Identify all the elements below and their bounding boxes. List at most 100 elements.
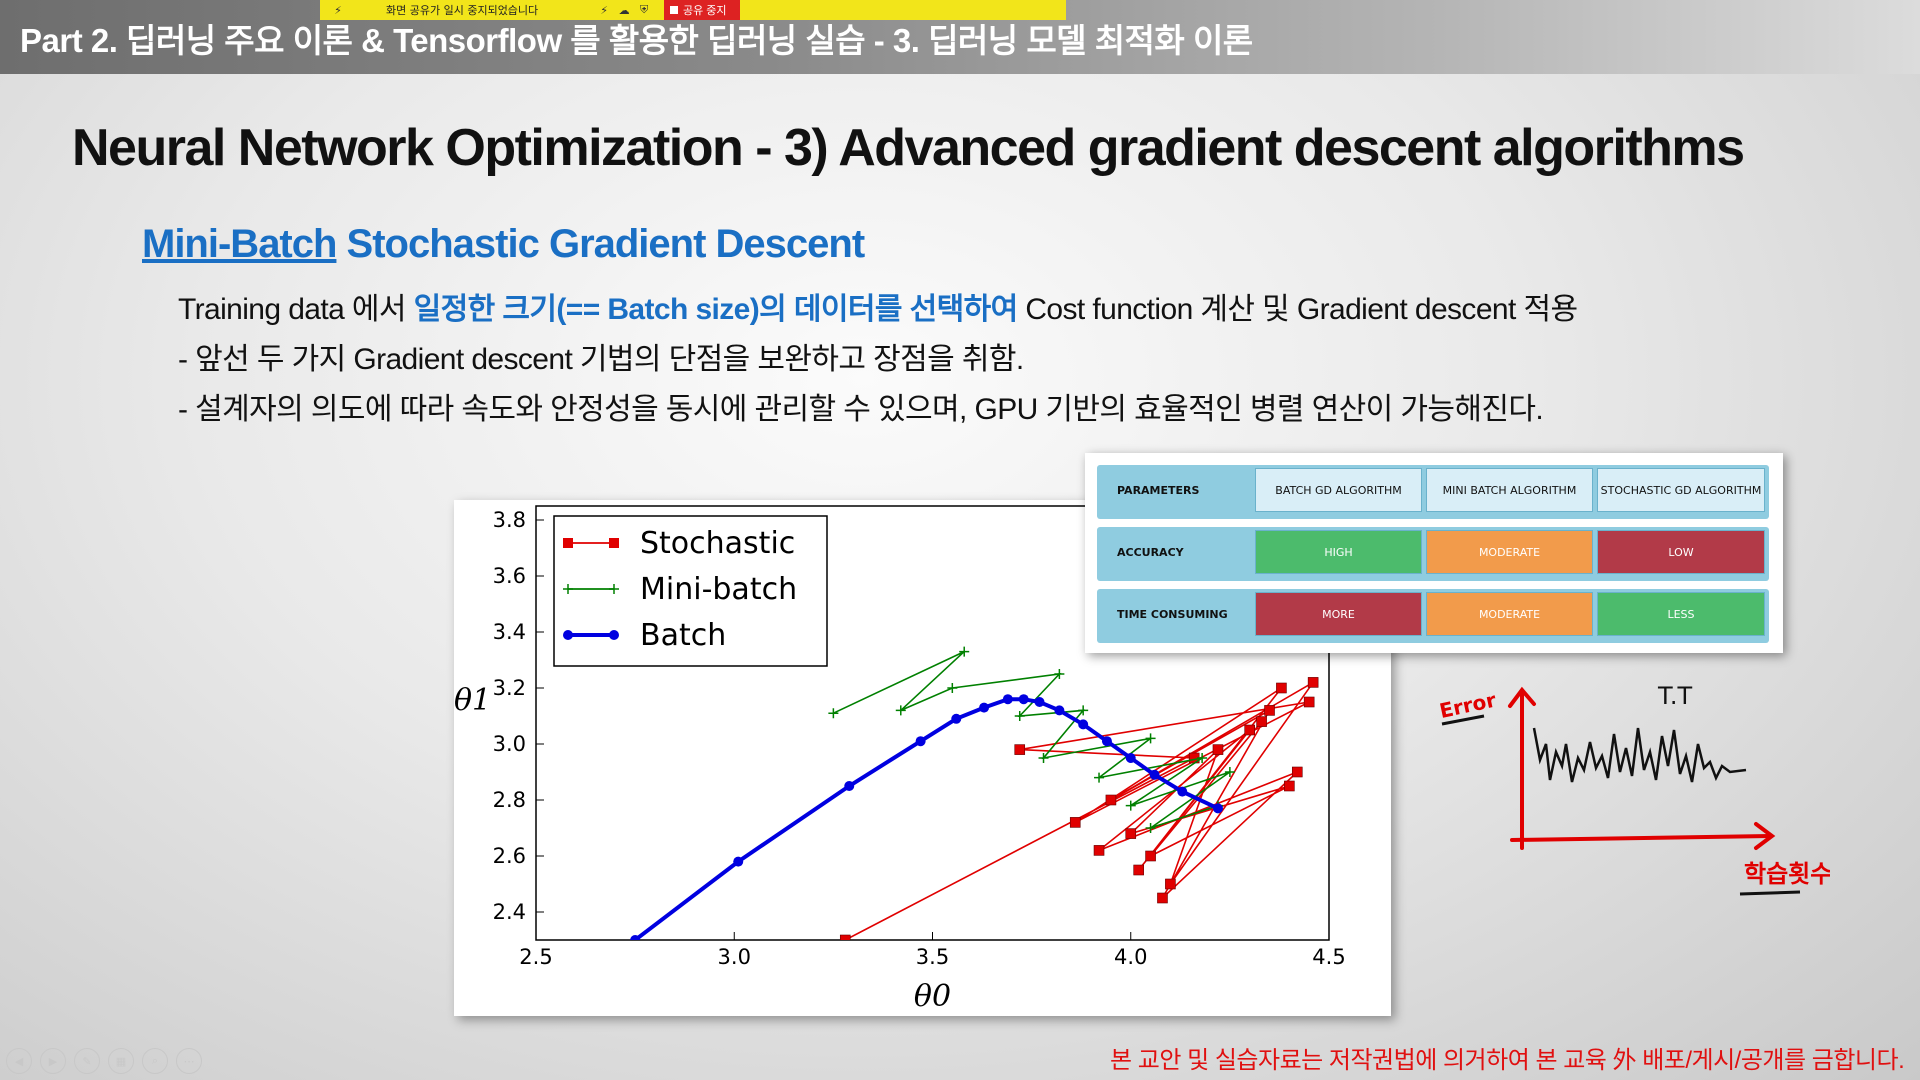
stochastic-point [1157, 892, 1168, 904]
table-value-cell: MODERATE [1426, 530, 1593, 574]
handwritten-annotation: Error T.T 학습횟수 [1437, 682, 1830, 896]
stop-share-button[interactable]: 공유 중지 [664, 0, 740, 20]
legend-marker [563, 584, 573, 594]
batch-point [1212, 803, 1223, 814]
pen-icon[interactable]: ✎ [74, 1048, 100, 1074]
x-tick-label: 2.5 [519, 945, 552, 969]
stochastic-point [1014, 744, 1026, 755]
batch-point [630, 935, 641, 940]
series-line-batch [633, 697, 1219, 940]
y-axis-label: θ1 [454, 683, 491, 718]
next-icon[interactable]: ▶ [40, 1048, 66, 1074]
annotation-y-arrow [1508, 686, 1536, 708]
batch-point [1125, 753, 1136, 763]
y-tick-label: 3.6 [493, 564, 526, 588]
pause-icon[interactable]: ⚡ [334, 3, 342, 17]
y-tick-label: 3.0 [493, 732, 526, 756]
x-tick-label: 3.5 [916, 945, 949, 969]
table-header-cell: BATCH GD ALGORITHM [1255, 468, 1422, 512]
legend-marker [609, 584, 619, 594]
annotation-x-underline [1739, 890, 1801, 896]
table-value-cell: HIGH [1255, 530, 1422, 574]
stochastic-point [1105, 794, 1117, 806]
minibatch-point [1145, 823, 1156, 833]
legend-marker [609, 538, 619, 548]
y-tick-label: 3.2 [493, 676, 526, 700]
section-title-underlined[interactable]: Mini-Batch [142, 222, 337, 266]
table-header-cell: MINI BATCH ALGORITHM [1426, 468, 1593, 512]
minibatch-point [828, 708, 839, 719]
legend-label: Stochastic [640, 526, 795, 561]
stochastic-point [1284, 780, 1295, 792]
table-value-cell: MODERATE [1426, 592, 1593, 636]
batch-point [979, 702, 990, 713]
batch-point [844, 781, 855, 791]
batch-point [1177, 786, 1188, 797]
stochastic-point [1307, 677, 1319, 688]
annotation-x-axis [1510, 834, 1772, 842]
stochastic-point [1244, 724, 1256, 736]
minibatch-point [1078, 705, 1089, 716]
body-line-2: - 앞선 두 가지 Gradient descent 기법의 단점을 보완하고 … [178, 343, 1024, 376]
legend-marker [609, 630, 619, 640]
stochastic-point [1093, 845, 1105, 856]
shield-icon[interactable]: ⛨ [640, 3, 649, 16]
minibatch-point [947, 683, 958, 693]
stochastic-point [1125, 828, 1137, 839]
stochastic-point [1303, 696, 1315, 708]
minibatch-point [1054, 669, 1065, 679]
line1-text-b: Cost function 계산 및 Gradient descent 적용 [1017, 293, 1578, 326]
minibatch-point [895, 705, 906, 716]
stochastic-point [1133, 864, 1144, 876]
zoom-icon[interactable]: ⌕ [142, 1048, 168, 1074]
stochastic-point [1165, 878, 1176, 890]
stochastic-point [1145, 850, 1156, 862]
batch-point [951, 713, 962, 724]
annotation-error-underline [1441, 714, 1485, 726]
minibatch-point [1038, 753, 1049, 763]
annotation-top-label: T.T [1657, 682, 1692, 710]
audio-icon[interactable]: ⚡ [600, 3, 609, 17]
minibatch-point [1125, 800, 1136, 811]
stop-share-label: 공유 중지 [683, 5, 727, 17]
batch-point [1002, 694, 1013, 705]
batch-point [1078, 719, 1089, 730]
series-line-stochastic [844, 681, 1314, 940]
x-tick-label: 3.0 [718, 945, 751, 969]
minibatch-point [1145, 733, 1156, 744]
section-title: Mini-Batch Stochastic Gradient Descent [142, 222, 865, 267]
presentation-controls: ◀ ▶ ✎ ▦ ⌕ ⋯ [6, 1048, 202, 1074]
legend-box [553, 515, 828, 667]
minibatch-point [1224, 767, 1235, 777]
stochastic-point [839, 934, 851, 940]
stochastic-point [1069, 817, 1081, 828]
more-icon[interactable]: ⋯ [176, 1048, 202, 1074]
table-row-label: TIME CONSUMING [1117, 607, 1228, 621]
x-axis-label: θ0 [914, 979, 951, 1014]
prev-icon[interactable]: ◀ [6, 1048, 32, 1074]
table-header-label: PARAMETERS [1117, 483, 1200, 497]
x-tick-label: 4.5 [1312, 945, 1345, 969]
annotation-noisy-curve [1532, 727, 1747, 783]
legend-label: Batch [640, 618, 726, 653]
slides-icon[interactable]: ▦ [108, 1048, 134, 1074]
stochastic-point [1264, 705, 1275, 716]
batch-point [733, 856, 744, 867]
copyright-notice: 본 교안 및 실습자료는 저작권법에 의거하여 본 교육 外 배포/게시/공개를… [1110, 1047, 1905, 1074]
body-line-3: - 설계자의 의도에 따라 속도와 안정성을 동시에 관리할 수 있으며, GP… [178, 393, 1544, 426]
y-tick-label: 2.8 [493, 788, 526, 812]
batch-point [1018, 694, 1029, 705]
stochastic-point [1212, 744, 1224, 755]
part-title: Part 2. 딥러닝 주요 이론 & Tensorflow 를 활용한 딥러닝… [20, 22, 1253, 59]
table-row-label: ACCURACY [1117, 545, 1184, 559]
legend-marker [563, 538, 573, 548]
y-tick-label: 3.4 [493, 620, 526, 644]
table-value-cell: LESS [1597, 592, 1765, 636]
batch-point [1034, 697, 1045, 707]
y-tick-label: 3.8 [493, 508, 526, 532]
cloud-icon[interactable]: ☁ [618, 3, 630, 17]
x-tick-label: 4.0 [1114, 945, 1147, 969]
annotation-x-arrow [1754, 822, 1776, 850]
annotation-x-label: 학습횟수 [1744, 860, 1830, 888]
slide-title: Neural Network Optimization - 3) Advance… [72, 119, 1745, 177]
